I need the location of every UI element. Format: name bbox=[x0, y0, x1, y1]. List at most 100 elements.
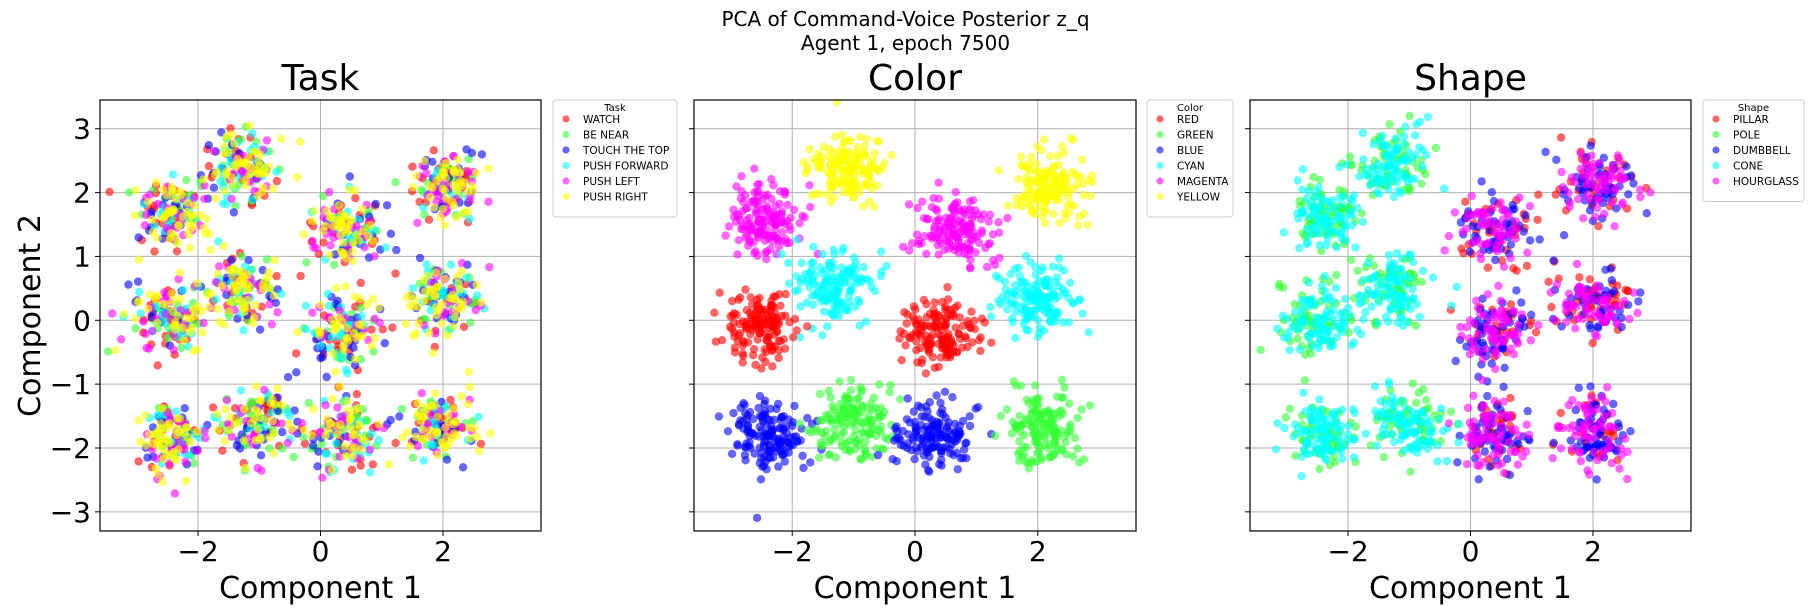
scatter-point bbox=[1406, 467, 1415, 476]
scatter-point bbox=[239, 436, 249, 445]
scatter-point bbox=[313, 462, 322, 471]
scatter-point bbox=[245, 121, 254, 130]
scatter-point bbox=[1293, 176, 1302, 185]
scatter-point bbox=[1280, 423, 1289, 433]
scatter-point bbox=[423, 271, 433, 280]
scatter-point bbox=[168, 188, 177, 197]
scatter-point bbox=[1519, 227, 1528, 236]
scatter-point bbox=[484, 164, 493, 173]
scatter-point bbox=[1084, 328, 1093, 337]
scatter-point bbox=[908, 433, 917, 442]
scatter-point bbox=[829, 263, 838, 272]
scatter-point bbox=[473, 291, 482, 300]
scatter-point bbox=[802, 298, 811, 307]
scatter-point bbox=[991, 271, 1001, 281]
scatter-point bbox=[442, 432, 451, 441]
scatter-point bbox=[264, 272, 273, 282]
scatter-point bbox=[1044, 444, 1053, 453]
scatter-point bbox=[335, 306, 344, 315]
scatter-point bbox=[952, 231, 961, 240]
scatter-point bbox=[272, 167, 281, 176]
scatter-point bbox=[457, 267, 466, 276]
scatter-point bbox=[1037, 185, 1046, 194]
scatter-point bbox=[397, 404, 407, 414]
scatter-point bbox=[1512, 286, 1521, 295]
scatter-point bbox=[763, 311, 772, 320]
scatter-point bbox=[391, 269, 400, 278]
scatter-point bbox=[465, 214, 474, 224]
scatter-point bbox=[153, 199, 163, 209]
scatter-point bbox=[917, 412, 926, 421]
scatter-point bbox=[1474, 475, 1483, 484]
scatter-point bbox=[1415, 117, 1425, 127]
scatter-point bbox=[903, 443, 912, 453]
scatter-point bbox=[426, 192, 435, 202]
scatter-point bbox=[736, 329, 745, 338]
scatter-point bbox=[994, 166, 1003, 175]
y-tick-label: 3 bbox=[73, 113, 91, 146]
scatter-point bbox=[1038, 263, 1047, 272]
scatter-point bbox=[755, 179, 764, 189]
scatter-point bbox=[1003, 201, 1012, 210]
scatter-point bbox=[975, 336, 984, 345]
scatter-point bbox=[961, 439, 970, 448]
scatter-point bbox=[798, 451, 807, 460]
scatter-point bbox=[1028, 396, 1038, 405]
scatter-point bbox=[886, 380, 895, 390]
scatter-point bbox=[1480, 447, 1489, 456]
legend-marker bbox=[1156, 115, 1164, 123]
scatter-point bbox=[266, 399, 275, 408]
scatter-point bbox=[936, 398, 945, 407]
scatter-point bbox=[178, 285, 188, 295]
scatter-point bbox=[438, 204, 448, 214]
scatter-point bbox=[977, 226, 987, 235]
scatter-point bbox=[1422, 395, 1431, 405]
scatter-point bbox=[212, 410, 222, 419]
scatter-point bbox=[757, 226, 767, 235]
scatter-point bbox=[178, 212, 188, 221]
scatter-point bbox=[213, 425, 223, 435]
scatter-point bbox=[256, 433, 265, 442]
scatter-point bbox=[464, 367, 473, 376]
scatter-point bbox=[844, 147, 853, 156]
scatter-point bbox=[154, 470, 163, 479]
scatter-point bbox=[934, 194, 944, 203]
scatter-point bbox=[331, 421, 341, 431]
scatter-point bbox=[1465, 247, 1475, 256]
scatter-point bbox=[1073, 413, 1082, 423]
scatter-point bbox=[741, 285, 750, 294]
scatter-point bbox=[277, 289, 286, 298]
scatter-point bbox=[1014, 174, 1023, 184]
scatter-point bbox=[231, 201, 240, 211]
scatter-point bbox=[1358, 217, 1368, 227]
scatter-point bbox=[168, 170, 178, 179]
scatter-point bbox=[360, 436, 370, 445]
scatter-point bbox=[326, 241, 335, 250]
scatter-point bbox=[319, 238, 328, 247]
scatter-point bbox=[936, 408, 945, 418]
scatter-point bbox=[775, 290, 784, 299]
legend-box bbox=[552, 99, 678, 218]
scatter-point bbox=[966, 323, 975, 332]
scatter-point bbox=[206, 289, 216, 298]
scatter-point bbox=[300, 439, 310, 448]
scatter-point bbox=[330, 260, 339, 269]
scatter-point bbox=[917, 442, 926, 452]
scatter-point bbox=[1065, 278, 1075, 287]
scatter-point bbox=[1315, 240, 1325, 250]
scatter-point bbox=[484, 197, 493, 206]
scatter-point bbox=[1547, 302, 1556, 312]
scatter-point bbox=[851, 258, 861, 267]
scatter-point bbox=[837, 130, 847, 140]
scatter-point bbox=[240, 274, 249, 283]
scatter-point bbox=[200, 194, 209, 204]
scatter-point bbox=[1351, 243, 1360, 252]
scatter-point bbox=[1028, 409, 1037, 418]
scatter-point bbox=[1407, 174, 1416, 184]
scatter-point bbox=[211, 194, 220, 203]
scatter-point bbox=[1399, 132, 1409, 141]
scatter-point bbox=[1285, 345, 1294, 355]
scatter-point bbox=[1323, 234, 1332, 243]
scatter-point bbox=[729, 212, 739, 221]
